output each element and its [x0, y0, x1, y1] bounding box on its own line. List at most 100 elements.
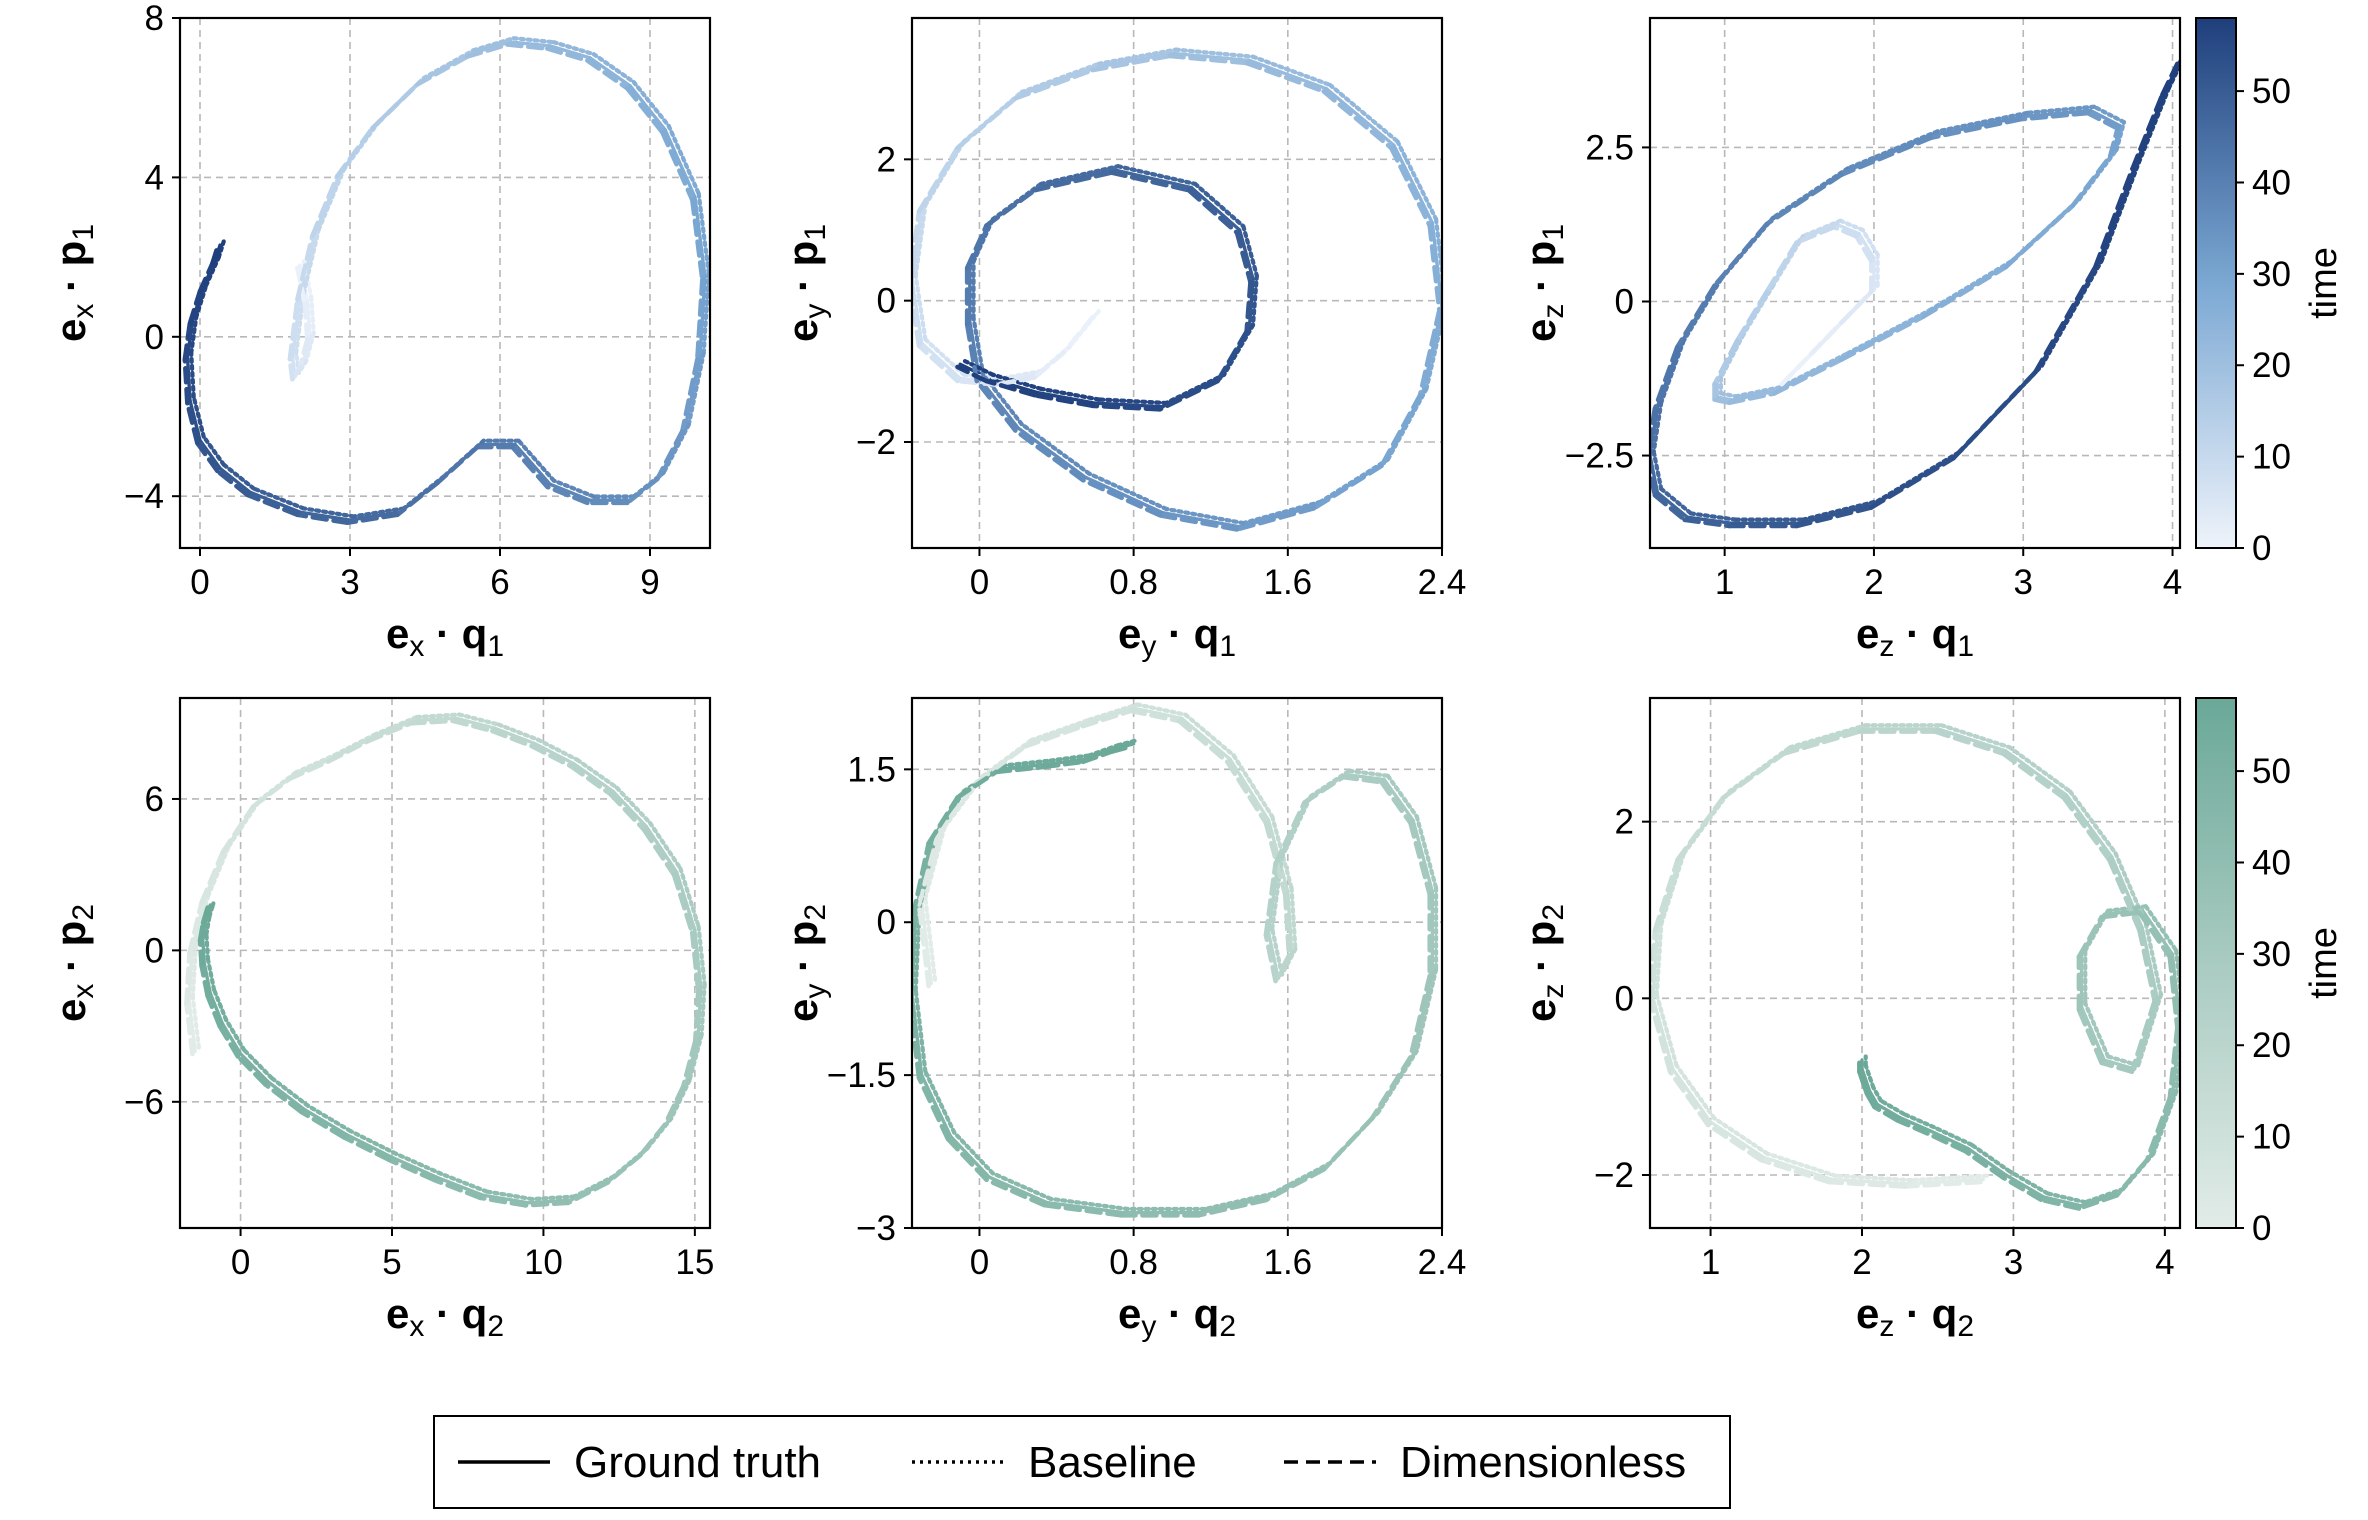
ground-truth-segment — [1867, 1089, 1879, 1107]
dimensionless-segment — [1427, 223, 1442, 313]
dimensionless-segment — [2076, 914, 2104, 960]
dimensionless-segment — [1234, 230, 1253, 285]
baseline-segment — [204, 255, 221, 288]
y-tick-label: 2 — [1615, 803, 1634, 842]
ground-truth-segment — [698, 275, 707, 359]
dimensionless-segment — [1157, 513, 1240, 532]
baseline-segment — [1231, 753, 1275, 819]
x-tick-label: 3 — [2014, 563, 2033, 602]
dimensionless-segment — [1388, 145, 1433, 228]
ground-truth-segment — [1834, 222, 1861, 236]
ground-truth-segment — [912, 277, 924, 345]
ground-truth-segment — [1180, 716, 1232, 761]
dimensionless-segment — [1022, 723, 1086, 749]
dimensionless-segment — [477, 1195, 528, 1208]
dimensionless-segment — [2137, 910, 2173, 960]
dimensionless-segment — [984, 187, 1037, 228]
dimensionless-segment — [295, 265, 308, 306]
ground-truth-segment — [1228, 757, 1271, 823]
dimensionless-segment — [608, 791, 647, 832]
ground-truth-segment — [390, 1155, 440, 1180]
baseline-segment — [1270, 1161, 1333, 1196]
dimensionless-segment — [1794, 224, 1837, 245]
baseline-segment — [190, 995, 201, 1050]
baseline-segment — [1241, 224, 1259, 278]
y-tick-label: −1.5 — [827, 1056, 896, 1095]
legend-label: Baseline — [1028, 1438, 1197, 1487]
dimensionless-segment — [1674, 283, 1717, 350]
dimensionless-segment — [1764, 172, 1844, 227]
baseline-segment — [2099, 160, 2142, 263]
dimensionless-segment — [2107, 126, 2120, 159]
baseline-segment — [201, 434, 226, 467]
dimensionless-segment — [625, 86, 665, 135]
dimensionless-segment — [187, 289, 203, 326]
baseline-segment — [2166, 60, 2180, 91]
baseline-segment — [2039, 258, 2104, 368]
ground-truth-segment — [919, 341, 962, 381]
ground-truth-segment — [977, 376, 1020, 430]
ground-truth-segment — [693, 195, 707, 279]
ground-truth-segment — [572, 761, 615, 794]
dimensionless-segment — [335, 125, 375, 179]
dimensionless-segment — [2070, 153, 2113, 208]
trajectory-group — [184, 712, 707, 1208]
legend-frame — [433, 1415, 1731, 1509]
trajectory-group — [182, 36, 710, 526]
dimensionless-segment — [671, 872, 695, 936]
colorbar-tick-label: 0 — [2252, 529, 2271, 568]
dimensionless-segment — [1244, 279, 1253, 334]
baseline-segment — [1241, 499, 1323, 526]
dimensionless-segment — [912, 284, 922, 349]
colorbar-label: time — [2303, 247, 2345, 319]
baseline-segment — [961, 358, 995, 377]
y-tick-label: 6 — [145, 780, 164, 819]
baseline-segment — [913, 987, 928, 1074]
baseline-segment — [923, 824, 947, 901]
dimensionless-segment — [1650, 998, 1673, 1074]
baseline-segment — [1871, 1085, 1883, 1103]
baseline-segment — [2151, 1089, 2179, 1156]
dimensionless-segment — [365, 721, 413, 744]
ground-truth-segment — [1247, 58, 1329, 91]
dimensionless-segment — [185, 400, 200, 446]
dimensionless-segment — [465, 42, 510, 59]
baseline-segment — [210, 899, 217, 909]
baseline-segment — [1800, 218, 1843, 239]
dimensionless-segment — [1302, 774, 1346, 805]
dimensionless-segment — [184, 950, 192, 1006]
dimensionless-segment — [1868, 455, 1956, 510]
dimensionless-segment — [2099, 910, 2142, 920]
dimensionless-segment — [2076, 1193, 2120, 1211]
dimensionless-segment — [1417, 308, 1442, 398]
dimensionless-segment — [432, 1177, 483, 1201]
ground-truth-segment — [1093, 401, 1165, 409]
x-tick-label: 6 — [490, 563, 509, 602]
x-tick-label: 0.8 — [1109, 563, 1158, 602]
x-axis-label: ex · q1 — [386, 610, 504, 663]
axes-frame — [1648, 696, 2182, 1230]
x-tick-label: 9 — [640, 563, 659, 602]
baseline-segment — [204, 914, 212, 937]
x-tick-label: 2.4 — [1418, 1243, 1467, 1282]
dimensionless-segment — [220, 804, 256, 855]
legend-item-dotted: Baseline — [912, 1438, 1197, 1487]
baseline-segment — [1718, 332, 1746, 380]
ground-truth-segment — [1045, 1200, 1126, 1215]
ground-truth-segment — [266, 1079, 306, 1112]
baseline-segment — [666, 123, 701, 196]
dimensionless-segment — [568, 763, 613, 797]
ground-truth-segment — [1708, 1120, 1766, 1160]
dimensionless-segment — [2144, 1095, 2173, 1163]
trajectory-group — [1650, 59, 2180, 529]
colorbar-tick-label: 30 — [2252, 255, 2291, 294]
ground-truth-segment — [220, 1021, 243, 1056]
y-tick-label: 4 — [145, 158, 164, 197]
baseline-segment — [1845, 129, 1940, 171]
baseline-segment — [1183, 712, 1236, 758]
colorbar-1: 0 10 20 30 40 50 time — [2195, 17, 2345, 568]
dimensionless-segment — [1408, 973, 1433, 1060]
baseline-segment — [1778, 351, 1850, 390]
dimensionless-segment — [2018, 110, 2091, 122]
ground-truth-segment — [1170, 51, 1251, 63]
